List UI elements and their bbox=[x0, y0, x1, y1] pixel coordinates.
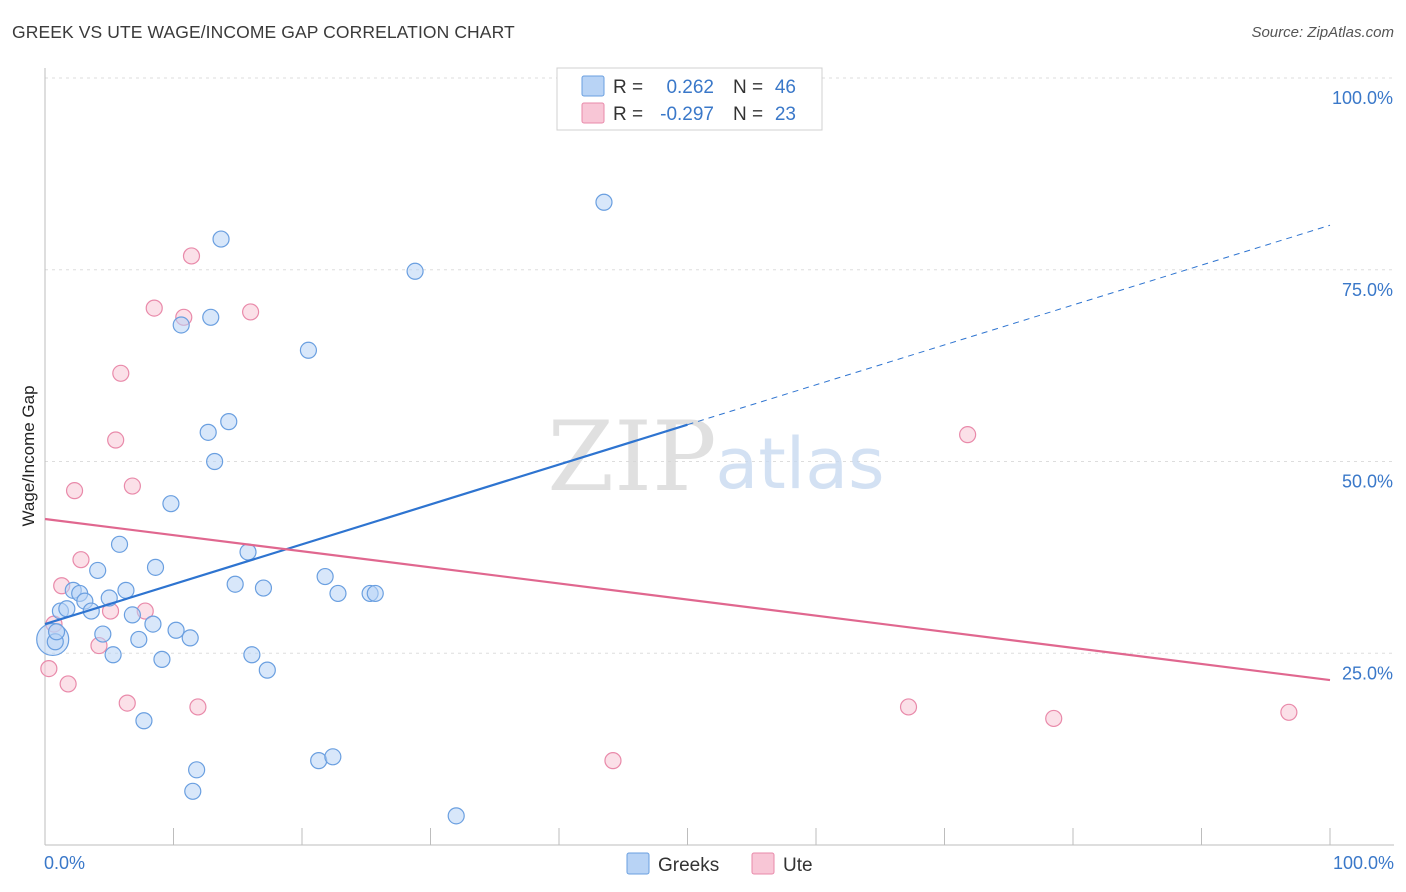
greeks-point bbox=[595, 193, 613, 211]
greeks-points bbox=[36, 193, 613, 825]
x-tick-labels: 0.0% 100.0% bbox=[44, 853, 1394, 873]
greeks-swatch bbox=[581, 75, 605, 97]
trend-lines bbox=[44, 224, 1331, 682]
y-tick-label-75: 75.0% bbox=[1342, 280, 1393, 300]
greeks-point bbox=[162, 495, 180, 513]
ute-point bbox=[189, 698, 207, 716]
greeks-point bbox=[82, 602, 100, 620]
greeks-n-label: N = bbox=[733, 77, 763, 98]
ute-point bbox=[118, 694, 136, 712]
greeks-point bbox=[172, 316, 190, 334]
greeks-point bbox=[324, 748, 342, 766]
greeks-point bbox=[130, 630, 148, 649]
legend-greeks-swatch bbox=[626, 852, 650, 875]
ute-r-value: -0.297 bbox=[660, 104, 714, 125]
y-axis-label: Wage/Income Gap bbox=[19, 385, 38, 526]
legend-greeks-label: Greeks bbox=[658, 855, 719, 876]
ute-n-label: N = bbox=[733, 104, 763, 125]
ute-n-value: 23 bbox=[775, 104, 796, 125]
ute-point bbox=[112, 364, 130, 382]
greeks-point bbox=[199, 423, 217, 441]
ute-point bbox=[899, 698, 918, 716]
y-tick-label-50: 50.0% bbox=[1342, 472, 1393, 492]
greeks-point bbox=[254, 579, 273, 597]
greeks-point bbox=[110, 535, 129, 553]
greeks-trend-line-extension bbox=[687, 224, 1331, 426]
legend-ute-label: Ute bbox=[783, 855, 813, 876]
greeks-point bbox=[123, 606, 141, 624]
chart-title: GREEK VS UTE WAGE/INCOME GAP CORRELATION… bbox=[12, 22, 515, 42]
greeks-point bbox=[104, 646, 122, 664]
ute-point bbox=[1280, 703, 1298, 721]
greeks-point bbox=[299, 341, 318, 359]
axes bbox=[44, 68, 1394, 846]
grid-lines bbox=[45, 77, 1394, 654]
greeks-point bbox=[181, 629, 199, 647]
source-credit: Source: ZipAtlas.com bbox=[1251, 24, 1394, 41]
ute-point bbox=[145, 299, 163, 317]
ute-point bbox=[65, 482, 84, 500]
greeks-point bbox=[202, 308, 220, 326]
greeks-point bbox=[167, 621, 185, 639]
ute-point bbox=[959, 426, 977, 444]
ute-trend-line bbox=[44, 517, 1331, 682]
greeks-point bbox=[58, 600, 76, 618]
greeks-point bbox=[144, 615, 162, 633]
greeks-point bbox=[447, 807, 465, 825]
greeks-point bbox=[329, 584, 347, 603]
greeks-point bbox=[239, 543, 257, 561]
ute-point bbox=[40, 659, 58, 678]
ute-point bbox=[242, 303, 260, 321]
greeks-point bbox=[188, 761, 206, 779]
greeks-point bbox=[310, 752, 328, 770]
greeks-r-value: 0.262 bbox=[666, 77, 714, 98]
watermark-zip: ZIP bbox=[547, 401, 716, 513]
greeks-point bbox=[206, 452, 224, 471]
y-tick-label-25: 25.0% bbox=[1342, 663, 1393, 683]
greeks-point bbox=[316, 567, 334, 586]
greeks-point bbox=[153, 650, 171, 668]
greeks-trend-line bbox=[44, 423, 688, 626]
greeks-n-value: 46 bbox=[775, 77, 796, 98]
stats-legend-box: R = 0.262 N = 46 R = -0.297 N = 23 bbox=[556, 67, 823, 131]
greeks-point bbox=[366, 584, 384, 603]
x-tick-label-max: 100.0% bbox=[1333, 853, 1394, 873]
ute-point bbox=[107, 431, 125, 449]
greeks-point bbox=[212, 230, 230, 248]
bottom-legend: Greeks Ute bbox=[626, 852, 813, 876]
greeks-r-label: R = bbox=[613, 77, 643, 98]
y-tick-labels: 25.0% 50.0% 75.0% 100.0% bbox=[1332, 88, 1393, 683]
ute-point bbox=[1045, 709, 1063, 728]
watermark: ZIP atlas bbox=[547, 401, 884, 513]
x-tick-label-min: 0.0% bbox=[44, 853, 85, 873]
greeks-point bbox=[135, 712, 153, 730]
ute-point bbox=[604, 752, 622, 770]
greeks-point bbox=[146, 558, 165, 576]
y-tick-label-100: 100.0% bbox=[1332, 88, 1393, 108]
greeks-point bbox=[47, 623, 66, 641]
greeks-point bbox=[117, 581, 135, 599]
ute-swatch bbox=[581, 102, 605, 124]
greeks-point bbox=[220, 413, 238, 431]
greeks-point bbox=[94, 625, 112, 643]
ute-point bbox=[182, 247, 201, 265]
ute-point bbox=[59, 675, 77, 693]
ute-point bbox=[123, 477, 141, 495]
greeks-point bbox=[226, 575, 244, 593]
greeks-point bbox=[243, 646, 261, 664]
greeks-point bbox=[406, 262, 424, 280]
legend-ute-swatch bbox=[751, 852, 775, 875]
greeks-point bbox=[184, 782, 202, 800]
greeks-point bbox=[89, 561, 107, 580]
greeks-point bbox=[258, 661, 276, 679]
ute-point bbox=[72, 551, 90, 569]
watermark-atlas: atlas bbox=[715, 423, 884, 505]
ute-r-label: R = bbox=[613, 104, 643, 125]
